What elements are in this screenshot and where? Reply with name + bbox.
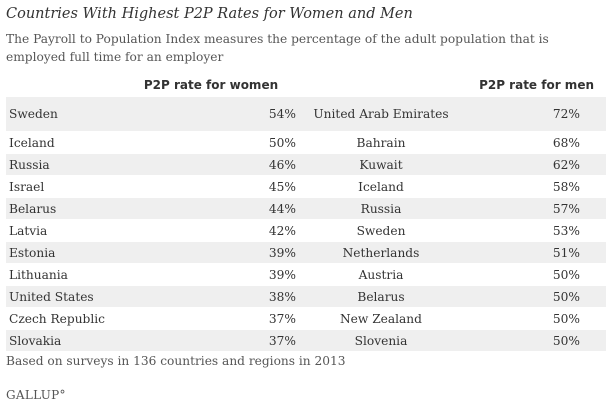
women-rate-cell: 45% — [126, 175, 296, 198]
women-country-cell: United States — [6, 285, 126, 308]
women-country-cell: Slovakia — [6, 329, 126, 352]
table-row: Sweden 54% United Arab Emirates 72% — [6, 97, 606, 132]
women-country-cell: Russia — [6, 153, 126, 176]
header-men-rate: P2P rate for men — [479, 78, 594, 92]
women-country-cell: Lithuania — [6, 263, 126, 286]
footnote: Based on surveys in 136 countries and re… — [6, 354, 346, 368]
table-row: Iceland 50% Bahrain 68% — [6, 131, 606, 154]
women-country-cell: Latvia — [6, 219, 126, 242]
header-women-country — [6, 75, 126, 97]
men-country-cell: United Arab Emirates — [296, 97, 466, 132]
women-rate-cell: 54% — [126, 97, 296, 132]
table-header-row: P2P rate for women P2P rate for men — [6, 75, 606, 97]
table-row: Latvia 42% Sweden 53% — [6, 219, 606, 242]
table-row: Slovakia 37% Slovenia 50% — [6, 329, 606, 352]
men-country-cell: Kuwait — [296, 153, 466, 176]
table-body: Sweden 54% United Arab Emirates 72% Iceland 5… — [6, 97, 606, 352]
men-country-cell: Slovenia — [296, 329, 466, 352]
header-men-country — [296, 75, 466, 97]
header-women-rate: P2P rate for women — [143, 78, 279, 92]
women-country-cell: Estonia — [6, 241, 126, 264]
table-row: Israel 45% Iceland 58% — [6, 175, 606, 198]
men-rate-cell: 50% — [466, 307, 606, 330]
table-row: Russia 46% Kuwait 62% — [6, 153, 606, 176]
men-rate-cell: 51% — [466, 241, 606, 264]
women-rate-cell: 37% — [126, 307, 296, 330]
table-row: Czech Republic 37% New Zealand 50% — [6, 307, 606, 330]
men-country-cell: New Zealand — [296, 307, 466, 330]
men-rate-cell: 57% — [466, 197, 606, 220]
table-row: United States 38% Belarus 50% — [6, 285, 606, 308]
men-country-cell: Bahrain — [296, 131, 466, 154]
women-country-cell: Israel — [6, 175, 126, 198]
men-rate-cell: 53% — [466, 219, 606, 242]
women-country-cell: Iceland — [6, 131, 126, 154]
men-country-cell: Iceland — [296, 175, 466, 198]
men-country-cell: Netherlands — [296, 241, 466, 264]
men-rate-cell: 50% — [466, 263, 606, 286]
women-rate-cell: 37% — [126, 329, 296, 352]
women-rate-cell: 38% — [126, 285, 296, 308]
men-rate-cell: 72% — [466, 97, 606, 132]
table-row: Estonia 39% Netherlands 51% — [6, 241, 606, 264]
men-country-cell: Russia — [296, 197, 466, 220]
men-rate-cell: 58% — [466, 175, 606, 198]
p2p-table: P2P rate for women P2P rate for men Swed… — [6, 75, 606, 352]
men-rate-cell: 62% — [466, 153, 606, 176]
table-row: Belarus 44% Russia 57% — [6, 197, 606, 220]
gallup-logo: GALLUP° — [6, 388, 66, 402]
men-country-cell: Sweden — [296, 219, 466, 242]
women-rate-cell: 44% — [126, 197, 296, 220]
chart-title: Countries With Highest P2P Rates for Wom… — [6, 6, 413, 22]
women-rate-cell: 39% — [126, 263, 296, 286]
women-country-cell: Czech Republic — [6, 307, 126, 330]
women-rate-cell: 39% — [126, 241, 296, 264]
women-rate-cell: 42% — [126, 219, 296, 242]
men-country-cell: Belarus — [296, 285, 466, 308]
men-rate-cell: 50% — [466, 329, 606, 352]
men-country-cell: Austria — [296, 263, 466, 286]
women-rate-cell: 50% — [126, 131, 296, 154]
chart-subtitle: The Payroll to Population Index measures… — [6, 32, 549, 64]
men-rate-cell: 68% — [466, 131, 606, 154]
women-rate-cell: 46% — [126, 153, 296, 176]
table-row: Lithuania 39% Austria 50% — [6, 263, 606, 286]
men-rate-cell: 50% — [466, 285, 606, 308]
women-country-cell: Sweden — [6, 97, 126, 132]
women-country-cell: Belarus — [6, 197, 126, 220]
